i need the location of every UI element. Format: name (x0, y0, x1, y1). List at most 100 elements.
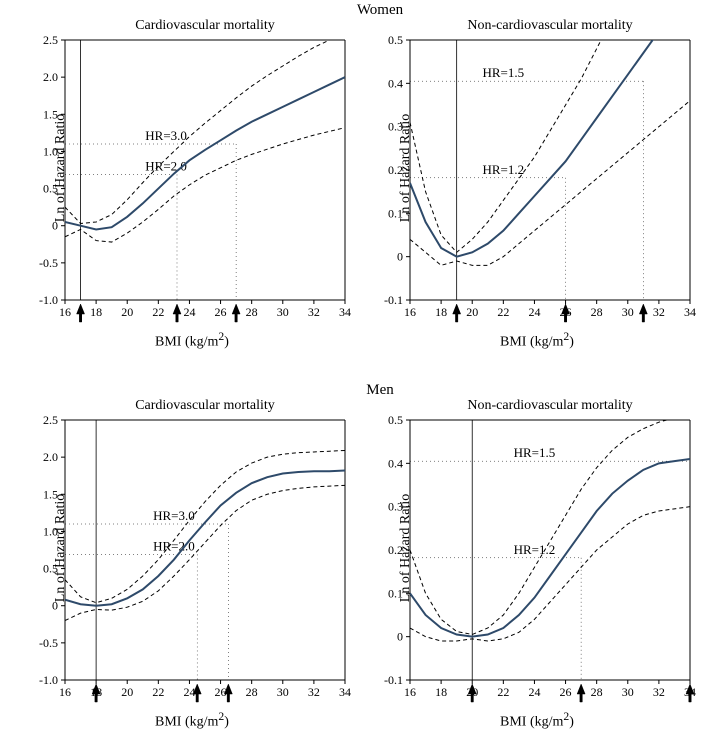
y-tick-label: 1.0 (43, 144, 58, 158)
curve-lower-ci (65, 485, 345, 620)
hr-annotation-label: HR=1.5 (514, 445, 556, 460)
x-tick-label: 22 (497, 685, 509, 699)
y-tick-label: -0.1 (384, 293, 403, 307)
panel-title: Non-cardiovascular mortality (410, 398, 690, 414)
y-tick-label: 0.2 (388, 163, 403, 177)
y-tick-label: 0.1 (388, 206, 403, 220)
chart-panel: -1.0-0.500.51.01.52.02.51618202224262830… (65, 40, 347, 330)
x-axis-arrow-marker (173, 304, 181, 322)
curve-upper-ci (410, 0, 690, 252)
y-tick-label: 0 (397, 630, 403, 644)
x-axis-label: BMI (kg/m2) (155, 330, 229, 351)
x-tick-label: 30 (277, 305, 289, 319)
x-tick-label: 24 (528, 305, 540, 319)
y-tick-label: 0 (397, 250, 403, 264)
x-tick-label: 32 (653, 305, 665, 319)
x-tick-label: 32 (308, 305, 320, 319)
y-tick-label: 0.5 (43, 182, 58, 196)
x-tick-label: 34 (339, 685, 351, 699)
hr-annotation-label: HR=1.2 (483, 162, 525, 177)
x-axis-arrow-marker (77, 304, 85, 322)
x-tick-label: 28 (246, 685, 258, 699)
x-tick-label: 22 (152, 305, 164, 319)
curve-lower-ci (65, 128, 345, 242)
x-tick-label: 18 (90, 305, 102, 319)
x-tick-label: 28 (591, 305, 603, 319)
x-axis-label: BMI (kg/m2) (500, 330, 574, 351)
y-tick-label: 0.3 (388, 120, 403, 134)
hr-annotation-label: HR=1.5 (483, 65, 525, 80)
hr-annotation-label: HR=3.0 (153, 508, 195, 523)
x-tick-label: 24 (183, 685, 195, 699)
y-tick-label: 0.3 (388, 500, 403, 514)
x-tick-label: 22 (497, 305, 509, 319)
y-tick-label: 0.5 (388, 413, 403, 427)
y-tick-label: 1.0 (43, 524, 58, 538)
x-tick-label: 26 (560, 685, 572, 699)
x-tick-label: 20 (121, 305, 133, 319)
y-tick-label: 0.4 (388, 76, 403, 90)
x-tick-label: 16 (59, 685, 71, 699)
section-title-men: Men (330, 382, 430, 399)
x-tick-label: 30 (622, 305, 634, 319)
y-tick-label: 0.4 (388, 456, 403, 470)
curve-central (65, 77, 345, 229)
x-axis-arrow-marker (232, 304, 240, 322)
x-tick-label: 18 (435, 305, 447, 319)
y-tick-label: 0.2 (388, 543, 403, 557)
x-tick-label: 20 (466, 305, 478, 319)
y-tick-label: 0 (52, 599, 58, 613)
x-tick-label: 24 (528, 685, 540, 699)
x-tick-label: 16 (404, 305, 416, 319)
figure-root: Women Men Cardiovascular mortalityLn of … (0, 0, 709, 735)
y-tick-label: 0 (52, 219, 58, 233)
y-tick-label: -1.0 (39, 293, 58, 307)
y-tick-label: 2.0 (43, 450, 58, 464)
x-axis-label: BMI (kg/m2) (155, 710, 229, 731)
x-axis-arrow-marker (577, 684, 585, 702)
y-tick-label: 1.5 (43, 487, 58, 501)
panel-title: Cardiovascular mortality (65, 18, 345, 34)
y-tick-label: 2.5 (43, 33, 58, 47)
curve-upper-ci (65, 33, 345, 224)
x-tick-label: 26 (215, 305, 227, 319)
curve-lower-ci (410, 507, 690, 641)
x-tick-label: 20 (121, 685, 133, 699)
y-tick-label: 2.0 (43, 70, 58, 84)
curve-lower-ci (410, 101, 690, 266)
x-tick-label: 18 (435, 685, 447, 699)
x-tick-label: 16 (404, 685, 416, 699)
x-axis-arrow-marker (639, 304, 647, 322)
section-title-women: Women (330, 2, 430, 19)
y-tick-label: -0.1 (384, 673, 403, 687)
x-tick-label: 28 (591, 685, 603, 699)
chart-panel: -1.0-0.500.51.01.52.02.51618202224262830… (65, 420, 347, 710)
panel-title: Cardiovascular mortality (65, 398, 345, 414)
x-tick-label: 34 (339, 305, 351, 319)
x-tick-label: 28 (246, 305, 258, 319)
panel-title: Non-cardiovascular mortality (410, 18, 690, 34)
x-tick-label: 34 (684, 305, 696, 319)
hr-annotation-label: HR=2.0 (145, 158, 187, 173)
x-tick-label: 30 (622, 685, 634, 699)
y-tick-label: 0.5 (43, 562, 58, 576)
y-tick-label: 1.5 (43, 107, 58, 121)
curve-upper-ci (65, 450, 345, 602)
x-tick-label: 26 (215, 685, 227, 699)
x-tick-label: 22 (152, 685, 164, 699)
chart-panel: -0.100.10.20.30.40.516182022242628303234… (410, 40, 692, 330)
x-tick-label: 32 (653, 685, 665, 699)
hr-annotation-label: HR=1.2 (514, 542, 556, 557)
x-axis-arrow-marker (453, 304, 461, 322)
x-tick-label: 16 (59, 305, 71, 319)
x-tick-label: 30 (277, 685, 289, 699)
curve-central (410, 0, 690, 257)
x-axis-label: BMI (kg/m2) (500, 710, 574, 731)
curve-central (65, 471, 345, 606)
y-tick-label: -1.0 (39, 673, 58, 687)
hr-annotation-label: HR=3.0 (145, 128, 187, 143)
y-tick-label: -0.5 (39, 636, 58, 650)
x-tick-label: 24 (183, 305, 195, 319)
chart-panel: -0.100.10.20.30.40.516182022242628303234… (410, 420, 692, 710)
y-tick-label: 2.5 (43, 413, 58, 427)
